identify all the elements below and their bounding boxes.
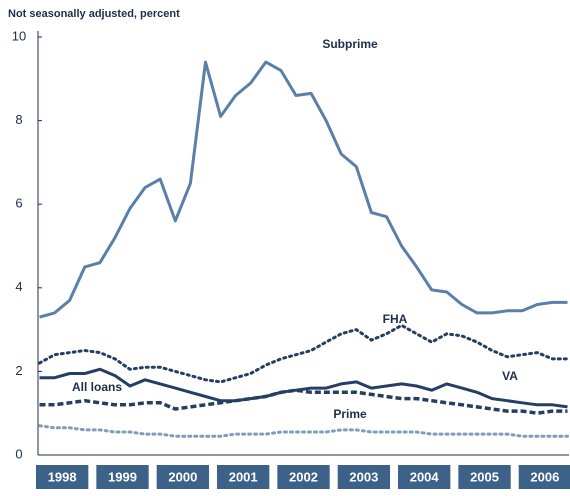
series-line: [38, 323, 569, 384]
x-tick-box: [337, 465, 391, 489]
series-line: [39, 60, 568, 319]
series-label: FHA: [383, 312, 408, 326]
x-tick-box: [518, 465, 570, 489]
series-line: [38, 424, 569, 438]
x-tick-box: [96, 465, 149, 489]
x-tick-label: 2004: [410, 469, 440, 484]
series-label: Subprime: [322, 37, 378, 51]
series-line: [39, 367, 568, 409]
x-tick-box: [398, 465, 451, 489]
y-tick-label: 6: [15, 196, 22, 211]
y-tick-label: 8: [15, 112, 22, 127]
y-tick-label: 10: [12, 28, 26, 43]
chart-subtitle: Not seasonally adjusted, percent: [8, 8, 180, 20]
x-tick-label: 2006: [530, 469, 559, 484]
y-tick-label: 2: [15, 363, 22, 378]
x-tick-label: 2000: [168, 469, 197, 484]
x-tick-box: [36, 465, 89, 489]
series-label: Prime: [333, 407, 367, 421]
series-label: VA: [502, 369, 518, 383]
x-tick-label: 1998: [48, 469, 77, 484]
x-tick-box: [217, 465, 270, 489]
x-tick-label: 2001: [229, 469, 258, 484]
x-tick-box: [277, 465, 330, 489]
x-tick-box: [156, 465, 210, 489]
x-tick-label: 2003: [349, 469, 378, 484]
x-tick-box: [458, 465, 511, 489]
y-tick-label: 4: [15, 279, 22, 294]
x-tick-label: 1999: [108, 469, 137, 484]
y-tick-label: 0: [15, 446, 22, 461]
series-label: All loans: [72, 380, 122, 394]
series-line: [39, 388, 568, 415]
x-tick-label: 2005: [470, 469, 499, 484]
x-tick-label: 2002: [289, 469, 318, 484]
